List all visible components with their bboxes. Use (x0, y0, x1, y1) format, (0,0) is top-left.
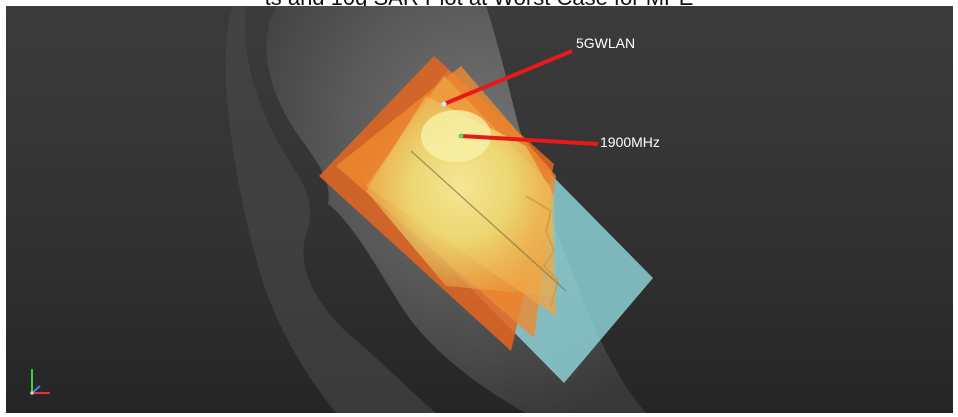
label-1900mhz: 1900MHz (600, 134, 660, 150)
pointer-1900mhz (460, 134, 599, 146)
peak-hotspot (421, 110, 491, 162)
sar-scene-svg: 5GWLAN 1900MHz (6, 6, 953, 413)
3d-viewport[interactable]: 5GWLAN 1900MHz (6, 6, 953, 413)
peak-marker-1900mhz (458, 133, 464, 139)
reference-line (410, 150, 567, 292)
head-shoulder (225, 6, 436, 413)
label-5gwlan: 5GWLAN (576, 35, 635, 51)
peak-marker-5gwlan (441, 101, 447, 107)
xyz-axis-icon (30, 369, 50, 395)
pointer-5gwlan (443, 49, 573, 106)
stepped-edge (525, 195, 560, 307)
figure-caption: ts and 10g SAR Plot at Worst Case for MP… (0, 0, 958, 9)
